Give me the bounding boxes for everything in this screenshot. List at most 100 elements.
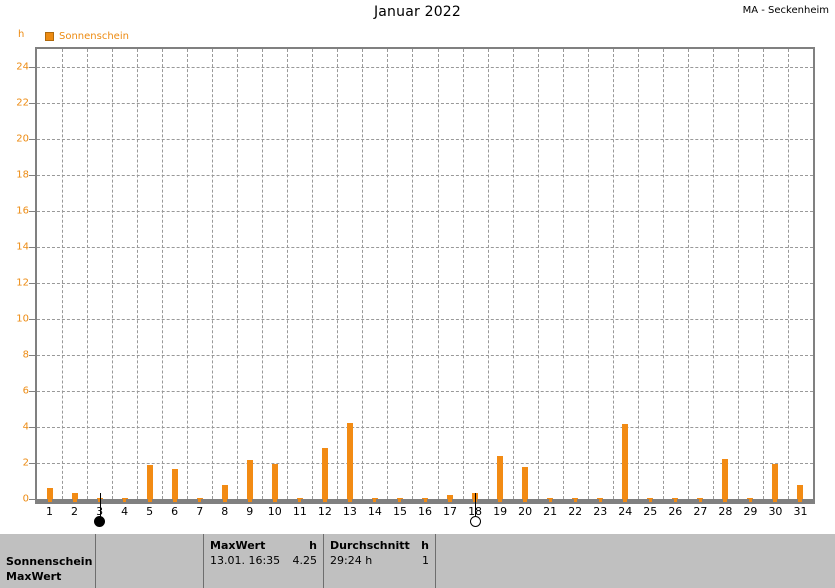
- y-axis-tick-label: 4: [22, 421, 29, 433]
- y-axis-tick-mark: [29, 499, 35, 500]
- y-axis-tick-mark: [29, 427, 35, 428]
- x-axis-tick-label: 16: [418, 505, 432, 518]
- gridline-vertical: [287, 49, 289, 499]
- bar: [697, 497, 704, 499]
- y-axis-tick-label: 12: [16, 277, 29, 289]
- bar: [522, 466, 529, 499]
- x-axis-tick-mark: [272, 497, 277, 502]
- gridline-vertical: [437, 49, 439, 499]
- x-axis-tick-label: 24: [618, 505, 633, 518]
- gridline-horizontal: [37, 319, 813, 320]
- x-axis-tick-label: 14: [367, 505, 382, 518]
- page-title: Januar 2022: [373, 4, 462, 20]
- gridline-vertical: [112, 49, 114, 499]
- x-axis-tick-label: 5: [146, 505, 154, 518]
- y-axis-tick-label: 0: [22, 493, 29, 505]
- gridline-vertical: [662, 49, 664, 499]
- y-axis-tick-mark: [29, 319, 35, 320]
- y-axis-tick-label: 18: [16, 169, 29, 181]
- x-axis-tick-label: 19: [493, 505, 508, 518]
- x-axis-tick-mark: [773, 497, 778, 502]
- gridline-horizontal: [37, 103, 813, 104]
- x-axis-tick-mark: [322, 497, 327, 502]
- gridline-vertical: [712, 49, 714, 499]
- gridline-vertical: [212, 49, 214, 499]
- gridline-vertical: [312, 49, 314, 499]
- gridline-vertical: [487, 49, 489, 499]
- x-axis-tick-label: 17: [443, 505, 458, 518]
- x-axis-tick-label: 9: [246, 505, 254, 518]
- bar: [271, 463, 278, 499]
- legend-label: Sonnenschein: [59, 31, 129, 42]
- x-axis-tick-mark: [723, 497, 728, 502]
- chart-legend: Sonnenschein: [45, 31, 129, 42]
- bar: [497, 455, 504, 499]
- bar: [547, 497, 554, 499]
- x-axis-tick-mark: [147, 497, 152, 502]
- bar: [371, 497, 378, 499]
- bar: [597, 497, 604, 499]
- x-axis-tick-mark: [523, 497, 528, 502]
- x-axis-tick-label: 7: [196, 505, 204, 518]
- y-axis: 0 2 4 6 8 10 12 14 16 18 20 22 24: [0, 47, 29, 505]
- y-axis-tick-mark: [29, 67, 35, 68]
- gridline-vertical: [62, 49, 64, 499]
- x-axis-tick-mark: [347, 497, 352, 502]
- y-axis-tick-label: 14: [16, 241, 29, 253]
- max-header-label: MaxWert: [210, 539, 266, 552]
- max-value-label: 13.01. 16:35: [210, 554, 281, 567]
- gridline-vertical: [612, 49, 614, 499]
- max-header-unit: h: [309, 539, 317, 552]
- gridline-horizontal: [37, 283, 813, 284]
- x-axis-tick-label: 29: [743, 505, 758, 518]
- x-axis-line: [35, 501, 815, 504]
- x-axis-tick-label: 31: [793, 505, 808, 518]
- gridline-vertical: [337, 49, 339, 499]
- bar: [772, 463, 779, 499]
- summary-average-cell: Durchschnitt h 29:24 h 1: [324, 534, 436, 588]
- x-axis-tick-label: 12: [317, 505, 332, 518]
- y-axis-tick-label: 20: [16, 133, 29, 145]
- y-axis-tick-mark: [29, 463, 35, 464]
- bar: [121, 497, 128, 499]
- bar: [747, 497, 754, 499]
- gridline-vertical: [387, 49, 389, 499]
- bar: [622, 424, 629, 499]
- average-header-label: Durchschnitt: [330, 539, 410, 552]
- bar: [396, 497, 403, 499]
- x-axis-tick-label: 28: [718, 505, 733, 518]
- x-axis-tick-mark: [47, 497, 52, 502]
- full-moon-icon: [469, 516, 481, 527]
- y-axis-tick-mark: [29, 355, 35, 356]
- gridline-vertical: [737, 49, 739, 499]
- y-axis-tick-mark: [29, 391, 35, 392]
- x-axis-tick-mark: [598, 499, 602, 502]
- station-label: MA - Seckenheim: [742, 5, 829, 16]
- gridline-horizontal: [37, 139, 813, 140]
- new-moon-tick: [99, 493, 101, 519]
- gridline-horizontal: [37, 427, 813, 428]
- summary-empty-cell: [96, 534, 204, 588]
- x-axis-tick-label: 1: [46, 505, 54, 518]
- gridline-vertical: [537, 49, 539, 499]
- bar: [346, 422, 353, 499]
- x-axis-tick-mark: [123, 499, 127, 502]
- gridline-vertical: [87, 49, 89, 499]
- x-axis-tick-label: 8: [221, 505, 229, 518]
- summary-row-label: Sonnenschein MaxWert: [0, 534, 96, 588]
- y-axis-tick-mark: [29, 211, 35, 212]
- full-moon-tick: [475, 493, 477, 519]
- x-axis-tick-label: 6: [171, 505, 179, 518]
- gridline-vertical: [412, 49, 414, 499]
- x-axis-tick-label: 13: [342, 505, 357, 518]
- gridline-horizontal: [37, 463, 813, 464]
- gridline-vertical: [637, 49, 639, 499]
- gridline-horizontal: [37, 391, 813, 392]
- y-axis-unit-label: h: [18, 29, 25, 40]
- x-axis-tick-label: 21: [543, 505, 558, 518]
- y-axis-tick-label: 2: [22, 457, 29, 469]
- gridline-vertical: [462, 49, 464, 499]
- gridline-vertical: [162, 49, 164, 499]
- x-axis-tick-label: 2: [71, 505, 79, 518]
- x-axis-tick-mark: [573, 499, 577, 502]
